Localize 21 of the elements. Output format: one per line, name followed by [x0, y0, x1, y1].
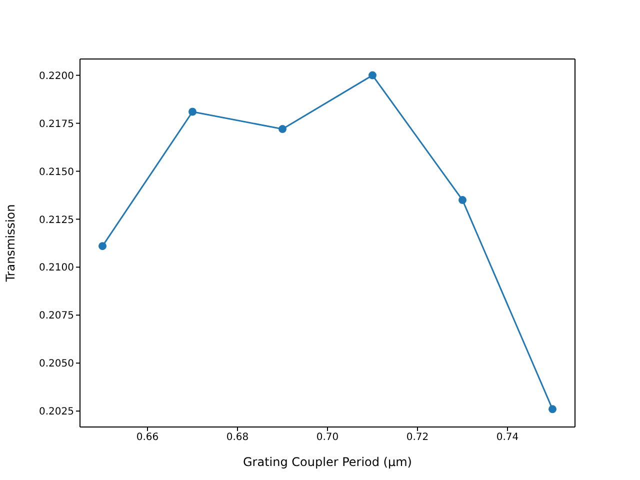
point: [458, 196, 466, 204]
x-tick-label: 0.74: [496, 432, 519, 444]
point: [548, 405, 556, 414]
x-tick-label: 0.72: [406, 432, 429, 444]
point: [368, 71, 376, 80]
y-tick-label: 0.2050: [39, 358, 74, 370]
y-tick-label: 0.2075: [39, 310, 74, 322]
y-tick-label: 0.2175: [39, 118, 74, 130]
y-tick-label: 0.2200: [39, 70, 74, 82]
y-tick-label: 0.2150: [39, 166, 74, 178]
point: [188, 108, 196, 116]
point: [98, 242, 106, 250]
y-tick-label: 0.2100: [39, 262, 74, 274]
x-tick-label: 0.68: [226, 432, 249, 444]
y-tick-label: 0.2025: [39, 406, 74, 418]
x-tick-label: 0.66: [136, 432, 159, 444]
y-tick-label: 0.2125: [39, 214, 74, 226]
point: [278, 125, 286, 134]
x-axis-title: Grating Coupler Period (µm): [243, 455, 412, 469]
x-tick-label: 0.70: [316, 432, 339, 444]
y-axis-title: Transmission: [3, 204, 18, 283]
